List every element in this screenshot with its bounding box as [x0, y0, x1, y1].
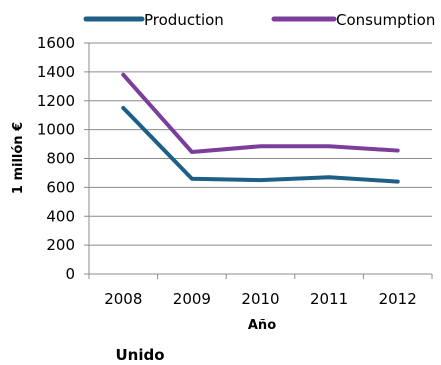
x-tick-label: 2010 — [241, 290, 279, 308]
y-tick-label: 1400 — [37, 63, 75, 81]
y-tick-labels: 0 200 400 600 800 1000 1200 1400 1600 — [37, 34, 75, 283]
y-tick-label: 0 — [65, 265, 75, 283]
y-tick-label: 200 — [46, 236, 75, 254]
y-tick-label: 400 — [46, 207, 75, 225]
series-line-consumption — [121, 72, 400, 155]
x-tick-label: 2011 — [310, 290, 348, 308]
y-tick-label: 1600 — [37, 34, 75, 52]
y-tick-label: 800 — [46, 150, 75, 168]
axes — [84, 42, 433, 279]
y-tick-label: 600 — [46, 178, 75, 196]
x-tick-label: 2008 — [104, 290, 142, 308]
x-tick-label: 2009 — [173, 290, 211, 308]
x-tick-labels: 2008 2009 2010 2011 2012 — [104, 290, 417, 308]
y-tick-label: 1200 — [37, 92, 75, 110]
gridlines — [89, 42, 432, 246]
chart-subtitle: Unido — [115, 346, 164, 364]
series-line-production — [121, 105, 400, 184]
x-tick-label: 2012 — [379, 290, 417, 308]
legend-label-production: Production — [144, 11, 224, 29]
legend-label-consumption: Consumption — [336, 11, 435, 29]
x-axis-title: Año — [248, 318, 276, 333]
legend: Production Consumption — [83, 11, 435, 29]
series-lines — [121, 72, 400, 184]
y-tick-label: 1000 — [37, 121, 75, 139]
y-axis-title: 1 millón € — [11, 122, 26, 194]
